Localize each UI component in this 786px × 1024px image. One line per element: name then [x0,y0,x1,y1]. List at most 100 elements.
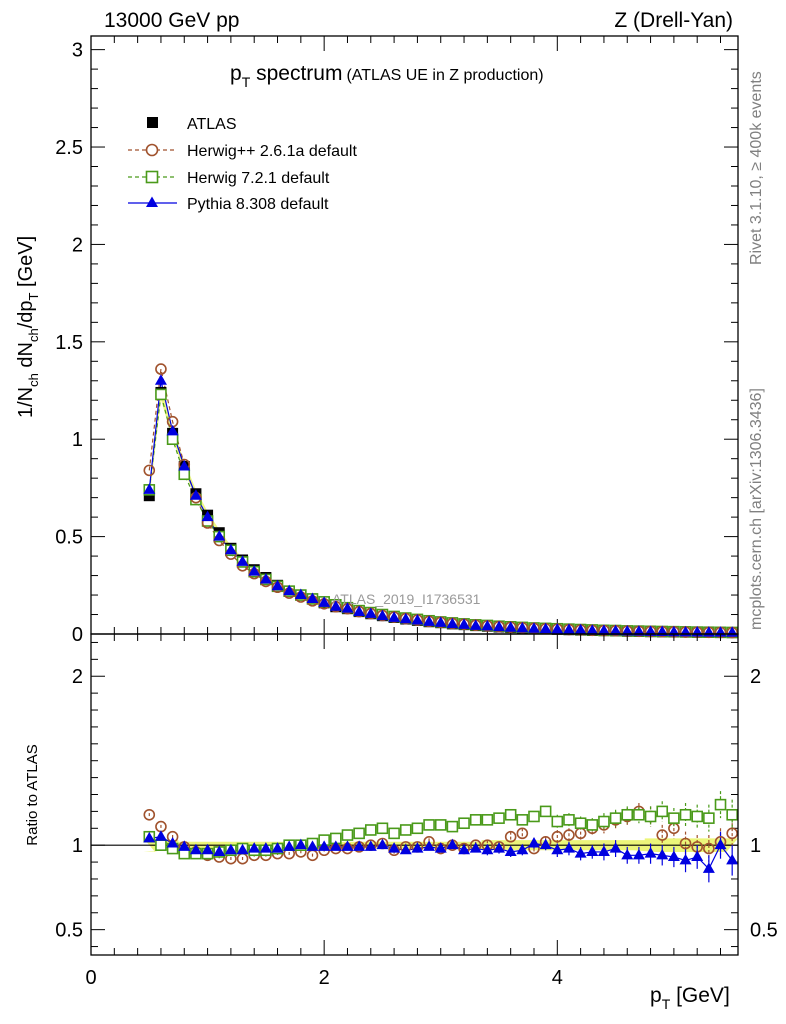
main-y-tick-label: 0 [72,624,83,646]
main-point-pythia [259,572,272,584]
ratio-point-pythia [539,838,552,850]
main-point-pythia [399,612,412,624]
main-point-pythia [283,584,296,596]
ratio-point-herwig7 [528,810,540,823]
ratio-point-pythia [504,845,517,856]
main-point-pythia [213,530,226,541]
ratio-point-herwigpp [574,827,587,840]
main-point-pythia [236,555,249,566]
main-point-pythia [644,625,657,636]
main-point-pythia [516,621,529,633]
main-y-tick-label: 2.5 [55,137,83,159]
main-point-pythia [166,424,179,436]
main-point-pythia [574,623,587,635]
main-series [143,363,739,639]
ratio-point-herwig7 [586,819,599,831]
ratio-point-pythia [341,840,354,851]
main-point-pythia [341,602,354,613]
ratio-y-axis-label: Ratio to ATLAS [24,744,41,845]
main-point-herwig7 [178,468,191,481]
energy-label: 13000 GeV pp [104,9,239,32]
ratio-point-pythia [224,843,237,855]
ratio-point-pythia [446,838,459,850]
main-point-pythia [434,616,447,627]
ratio-point-pythia [714,838,727,850]
ratio-point-pythia [562,842,575,853]
ratio-point-herwigpp [703,842,715,855]
ratio-y-tick-label-right: 2 [750,666,761,688]
main-point-pythia [621,624,634,636]
ratio-point-herwig7 [504,808,517,821]
ratio-point-pythia [271,842,284,853]
ratio-point-pythia [189,843,202,855]
ratio-point-herwigpp [236,852,249,865]
ratio-panel: 0.5 0.5 1 1 2 2 0 2 4 Ratio to ATLAS [24,633,778,989]
main-point-pythia [481,619,494,631]
ratio-point-herwigpp [306,849,319,862]
ratio-point-pythia [702,862,715,873]
ratio-point-herwigpp [726,827,738,840]
ratio-point-pythia [213,845,226,856]
main-point-herwig7 [155,388,167,401]
ratio-point-pythia [609,842,622,853]
ratio-point-herwig7 [364,824,377,836]
ratio-point-pythia [493,842,506,853]
ratio-point-pythia [283,840,296,851]
ratio-point-herwig7 [598,815,610,828]
ratio-point-herwig7 [481,814,494,826]
ratio-point-herwig7 [609,812,622,824]
main-point-pythia [586,624,599,635]
ratio-point-herwigpp [563,829,575,841]
ratio-point-herwig7 [691,810,703,823]
legend-herwigpp-label: Herwig++ 2.6.1a default [187,143,357,160]
ratio-point-pythia [644,847,657,858]
ratio-point-pythia [469,842,482,853]
ratio-point-herwig7 [353,827,365,840]
legend-herwig7-marker [145,170,159,184]
main-point-pythia [294,588,307,600]
legend-pythia-label: Pythia 8.308 default [187,196,329,213]
ratio-y-tick-label: 0.5 [55,920,83,942]
ratio-point-pythia [481,843,494,855]
main-point-pythia [632,625,645,636]
ratio-y-tick-label-right: 0.5 [750,920,778,942]
main-y-tick-label: 1 [72,429,83,451]
main-point-atlas [143,490,155,502]
main-point-pythia [597,624,610,635]
main-point-pythia [562,623,575,634]
x-tick-label: 0 [85,967,96,989]
legend-herwig7-label: Herwig 7.2.1 default [187,170,330,187]
ratio-point-pythia [527,836,540,848]
ratio-point-pythia [166,836,179,848]
ratio-point-herwigpp [516,827,529,840]
main-point-pythia [189,489,202,500]
ratio-point-herwig7 [458,817,470,830]
legend-entry-pythia: Pythia 8.308 default [128,196,329,213]
main-point-pythia [446,617,459,629]
main-point-pythia [143,483,156,494]
ratio-point-pythia [364,840,377,851]
ratio-point-herwigpp [155,820,167,833]
ratio-point-herwigpp [668,822,680,835]
main-point-pythia [376,609,389,621]
ratio-y-tick-label: 2 [72,666,83,688]
ratio-point-herwig7 [633,808,645,821]
process-label: Z (Drell-Yan) [614,9,733,32]
main-y-tick-label: 0.5 [55,527,83,549]
ratio-point-pythia [632,848,645,860]
main-point-pythia [201,510,214,522]
main-point-pythia [353,605,366,616]
ratio-point-pythia [259,842,272,853]
ratio-y-tick-label: 1 [72,835,83,857]
ratio-point-pythia [411,842,424,853]
ratio-point-pythia [294,838,307,850]
main-point-pythia [469,619,482,630]
main-y-axis-label: 1/Nch dNch/dpT [GeV] [15,236,41,418]
ratio-point-pythia [236,843,249,855]
main-point-pythia [329,600,342,611]
ratio-point-herwigpp [143,808,156,821]
main-point-herwigpp [155,363,167,375]
main-y-tick-label: 1.5 [55,332,83,354]
rivet-label: Rivet 3.1.10, ≥ 400k events [748,71,765,265]
ratio-frame [90,633,739,956]
